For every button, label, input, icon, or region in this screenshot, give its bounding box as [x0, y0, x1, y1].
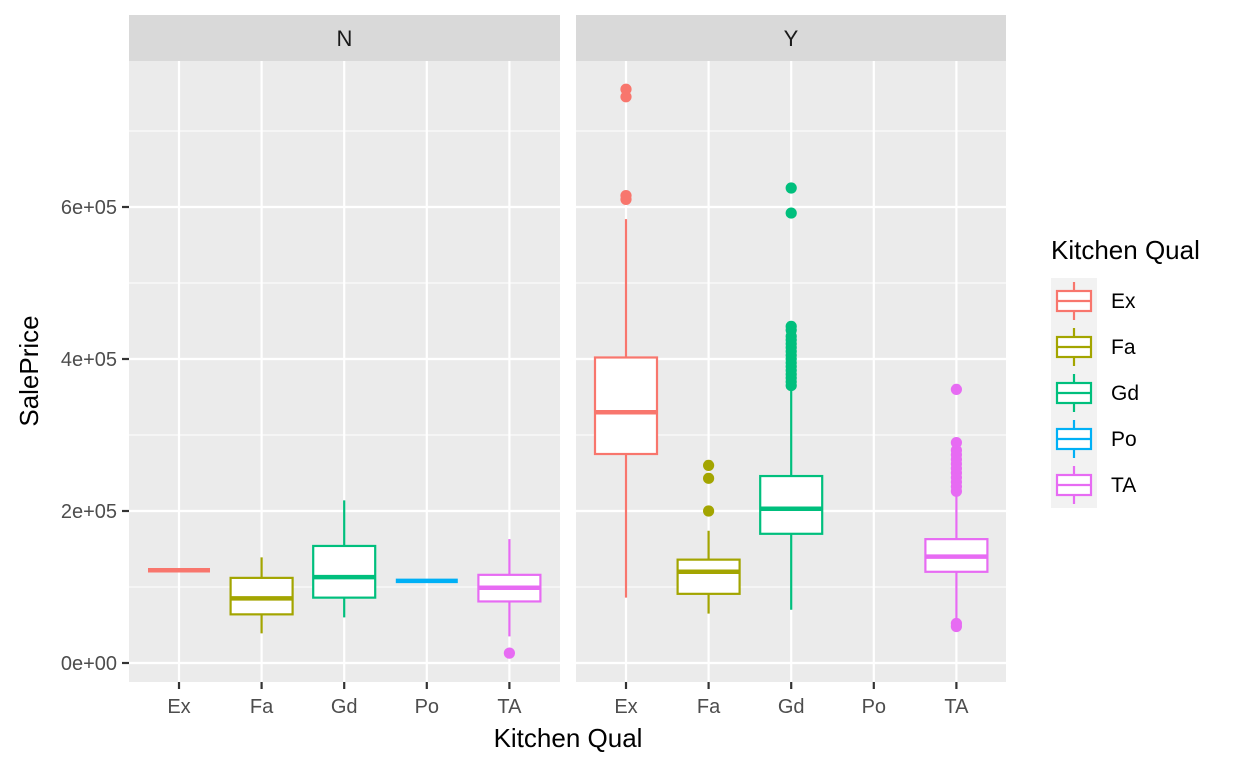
box-y-ta [924, 383, 989, 633]
legend-entry-ex: Ex [1051, 278, 1136, 324]
legend-entry-po: Po [1051, 416, 1137, 462]
box-n-gd [312, 500, 377, 618]
box-iqr [312, 544, 377, 599]
legend-label: Gd [1111, 382, 1139, 405]
legend-label: Ex [1111, 290, 1136, 313]
x-tick-label: TA [497, 696, 522, 718]
box-y-ex [593, 83, 659, 598]
x-tick-label: Gd [331, 696, 358, 718]
x-tick-label: Ex [614, 696, 637, 718]
x-tick-label: Po [415, 696, 439, 718]
outlier-point [620, 83, 632, 95]
box-n-fa [229, 557, 294, 634]
box-n-ta [477, 539, 542, 659]
legend-label: TA [1111, 474, 1136, 497]
outlier-point [703, 459, 715, 471]
facet-panel-n: N [129, 15, 560, 682]
box-y-fa [676, 459, 741, 614]
y-tick-label: 0e+00 [61, 653, 117, 675]
outlier-point [785, 320, 797, 332]
box-iqr [229, 576, 294, 616]
outlier-point [950, 617, 963, 630]
y-tick-label: 4e+05 [61, 349, 117, 371]
y-axis-title: SalePrice [14, 315, 44, 426]
facet-strip [129, 15, 560, 61]
outlier-point [703, 505, 715, 517]
facet-strip-label: Y [784, 26, 799, 51]
x-tick-label: Ex [167, 696, 190, 718]
x-axis: Ex Fa Gd Po TA Ex Fa Gd Po TA [167, 682, 969, 718]
legend: Kitchen Qual Ex Fa Gd Po TA [1051, 235, 1200, 508]
y-axis: 0e+00 2e+05 4e+05 6e+05 [61, 197, 129, 675]
legend-label: Po [1111, 428, 1137, 451]
facet-strip-label: N [337, 26, 353, 51]
x-tick-label: TA [944, 696, 969, 718]
x-tick-label: Gd [778, 696, 805, 718]
box-iqr [676, 558, 741, 595]
legend-label: Fa [1111, 336, 1136, 359]
legend-entry-ta: TA [1051, 462, 1136, 508]
x-tick-label: Fa [250, 696, 274, 718]
y-tick-label: 2e+05 [61, 501, 117, 523]
outlier-point [950, 383, 963, 395]
y-tick-label: 6e+05 [61, 197, 117, 219]
x-tick-label: Po [862, 696, 886, 718]
facet-panel-y: Y [576, 15, 1006, 682]
outlier-point [950, 437, 963, 449]
box-iqr [759, 474, 824, 535]
box-y-gd [759, 182, 824, 610]
outlier-point [620, 190, 632, 202]
x-axis-title: Kitchen Qual [494, 723, 643, 753]
legend-entry-gd: Gd [1051, 370, 1139, 416]
outlier-point [785, 207, 797, 219]
legend-title: Kitchen Qual [1051, 235, 1200, 265]
outlier-point [503, 647, 515, 659]
x-tick-label: Fa [697, 696, 721, 718]
legend-entry-fa: Fa [1051, 324, 1136, 370]
facet-strip [576, 15, 1006, 61]
box-iqr [593, 356, 659, 456]
outlier-point [785, 182, 797, 194]
outlier-point [703, 472, 715, 484]
